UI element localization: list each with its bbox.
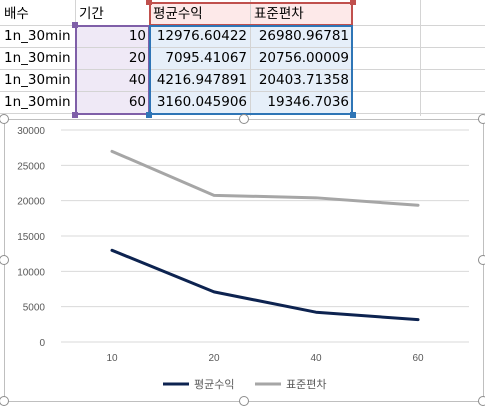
cell-multiplier[interactable]: 1n_30min: [4, 72, 71, 88]
x-tick-label: 60: [412, 353, 424, 364]
header-cell-multiplier[interactable]: 배수: [4, 6, 29, 22]
cell-multiplier[interactable]: 1n_30min: [4, 50, 71, 66]
cell-std-dev[interactable]: 19346.7036: [267, 94, 349, 110]
cell-period[interactable]: 10: [128, 28, 146, 44]
category-range-handle[interactable]: [72, 22, 78, 28]
legend-label: 평균수익: [194, 378, 234, 391]
cell-average-return[interactable]: 3160.045906: [156, 94, 247, 110]
y-tick-label: 15000: [17, 232, 45, 243]
category-range-fill: [75, 25, 149, 115]
header-cell-average-return[interactable]: 평균수익: [153, 6, 203, 22]
chart-resize-handle-left[interactable]: [0, 255, 9, 265]
y-tick-label: 30000: [17, 126, 45, 137]
cell-average-return[interactable]: 7095.41067: [165, 50, 247, 66]
series-header-handle[interactable]: [350, 0, 356, 5]
y-tick-label: 10000: [17, 267, 45, 278]
cell-average-return[interactable]: 12976.60422: [156, 28, 247, 44]
values-range-handle[interactable]: [350, 112, 356, 118]
chart-resize-handle-top[interactable]: [239, 114, 249, 124]
cell-std-dev[interactable]: 26980.96781: [258, 28, 349, 44]
values-range-handle[interactable]: [146, 112, 152, 118]
y-tick-label: 0: [39, 338, 45, 349]
x-tick-label: 20: [208, 353, 220, 364]
cell-period[interactable]: 60: [128, 94, 146, 110]
category-range-handle[interactable]: [72, 112, 78, 118]
legend-label: 표준편차: [286, 378, 326, 391]
category-range-outline: [75, 25, 150, 115]
x-tick-label: 10: [106, 353, 118, 364]
y-tick-label: 25000: [17, 161, 45, 172]
chart-plot: 30000 25000 20000 15000 10000 5000 0 10 20 40 60 평균…: [17, 126, 469, 391]
cell-average-return[interactable]: 4216.947891: [156, 72, 247, 88]
chart-resize-handle-right[interactable]: [478, 255, 485, 265]
chart-resize-handle-top-left[interactable]: [0, 114, 9, 124]
header-cell-std-dev[interactable]: 표준편차: [254, 6, 304, 22]
x-tick-label: 40: [310, 353, 322, 364]
line-chart[interactable]: 30000 25000 20000 15000 10000 5000 0 10 20 40 60 평균…: [4, 119, 484, 402]
spreadsheet-grid[interactable]: 배수 기간 평균수익 표준편차 1n_30min 10 12976.60422 …: [0, 0, 485, 118]
y-tick-label: 5000: [23, 303, 46, 314]
values-range-outline: [149, 25, 353, 115]
chart-resize-handle-top-right[interactable]: [478, 114, 485, 124]
cell-std-dev[interactable]: 20756.00009: [258, 50, 349, 66]
cell-period[interactable]: 20: [128, 50, 146, 66]
series-header-outline: [149, 2, 353, 26]
cell-std-dev[interactable]: 20403.71358: [258, 72, 349, 88]
header-cell-period[interactable]: 기간: [79, 6, 104, 22]
series-line: [110, 248, 420, 322]
y-tick-label: 20000: [17, 197, 45, 208]
cell-period[interactable]: 40: [128, 72, 146, 88]
series-line: [110, 149, 420, 207]
cell-multiplier[interactable]: 1n_30min: [4, 94, 71, 110]
series-header-handle[interactable]: [146, 0, 152, 5]
cell-multiplier[interactable]: 1n_30min: [4, 28, 71, 44]
